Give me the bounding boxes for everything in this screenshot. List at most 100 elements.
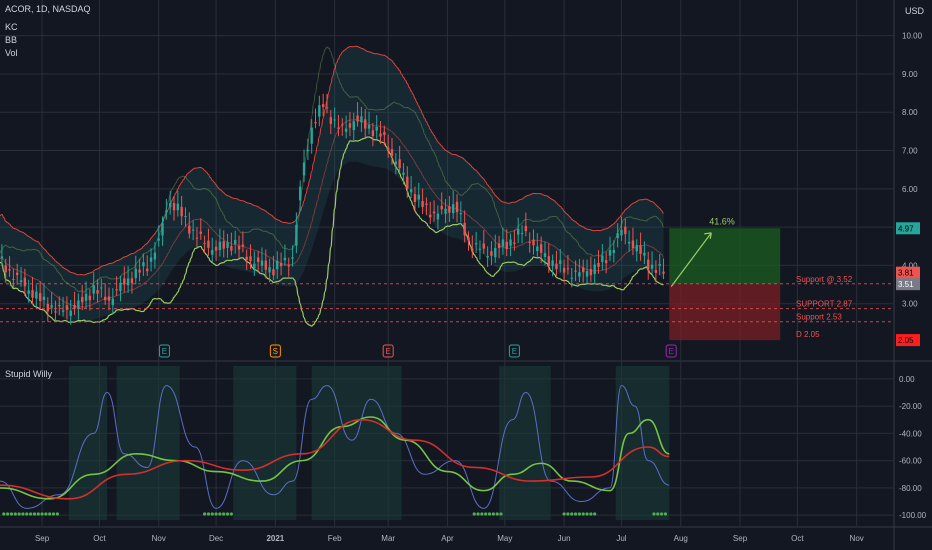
candle-body xyxy=(394,161,398,165)
osc-dot xyxy=(55,512,59,516)
candle-body xyxy=(616,233,619,239)
candle-body xyxy=(260,260,264,266)
candle-body xyxy=(543,253,547,257)
candle-body xyxy=(58,305,61,307)
candle-body xyxy=(344,128,348,132)
indicator-label-kc[interactable]: KC xyxy=(5,22,18,32)
candle-body xyxy=(126,278,130,286)
candle-body xyxy=(149,257,153,262)
candle-body xyxy=(413,194,417,202)
osc-dot xyxy=(577,512,581,516)
indicator-label-bb[interactable]: BB xyxy=(5,35,18,45)
candle-body xyxy=(46,303,50,312)
candle-body xyxy=(471,248,474,252)
x-tick-label: Sep xyxy=(35,534,50,543)
candle-body xyxy=(161,223,164,236)
osc-dot xyxy=(32,512,37,516)
osc-dot xyxy=(206,512,211,516)
event-marker-letter: E xyxy=(669,347,674,356)
osc-y-tick-label: -40.00 xyxy=(899,429,922,438)
candle-body xyxy=(539,244,543,253)
osc-shade-zone xyxy=(68,366,108,520)
candle-body xyxy=(77,300,80,310)
candle-body xyxy=(314,122,317,124)
candle-body xyxy=(486,255,489,258)
candle-body xyxy=(643,252,646,256)
candle-body xyxy=(142,262,145,267)
candle-body xyxy=(647,259,650,270)
osc-dot xyxy=(17,512,21,516)
candle-body xyxy=(84,293,88,301)
candle-body xyxy=(425,203,428,205)
candle-body xyxy=(654,270,658,273)
osc-y-tick-label: -100.00 xyxy=(899,511,927,520)
candle-body xyxy=(234,239,237,244)
candle-body xyxy=(386,147,390,152)
candle-body xyxy=(291,257,294,259)
candle-body xyxy=(505,241,508,249)
candle-body xyxy=(241,244,245,247)
support-label: Support @ 3.52 xyxy=(796,275,853,284)
candle-body xyxy=(65,305,69,310)
candle-body xyxy=(551,260,554,267)
candle-body xyxy=(417,194,420,200)
candle-body xyxy=(176,203,180,211)
candle-body xyxy=(237,246,241,250)
oscillator-title[interactable]: Stupid Willy xyxy=(5,369,53,379)
osc-dot xyxy=(484,512,488,516)
candle-body xyxy=(463,222,466,236)
candle-body xyxy=(348,123,352,128)
candle-body xyxy=(54,311,57,313)
x-tick-label: Aug xyxy=(674,534,688,543)
position-profit-zone xyxy=(669,228,781,285)
price-badge xyxy=(896,278,920,291)
osc-dot xyxy=(476,512,480,516)
x-tick-label: Sep xyxy=(733,534,748,543)
candle-body xyxy=(589,269,593,276)
candle-body xyxy=(0,256,4,259)
osc-y-tick-label: -20.00 xyxy=(899,402,922,411)
event-marker xyxy=(158,344,170,358)
osc-y-tick-label: 0.00 xyxy=(899,375,915,384)
candle-body xyxy=(138,269,141,273)
candle-body xyxy=(490,251,493,256)
candle-body xyxy=(371,130,375,137)
candle-body xyxy=(333,119,336,121)
indicator-label-vol[interactable]: Vol xyxy=(5,48,18,58)
event-marker xyxy=(508,344,520,358)
candle-body xyxy=(27,290,30,294)
event-marker-letter: E xyxy=(386,347,391,356)
osc-dot xyxy=(203,512,207,516)
keltner-upper-line xyxy=(0,45,664,276)
osc-dot xyxy=(218,512,222,516)
x-tick-label: Nov xyxy=(152,534,166,543)
candle-body xyxy=(19,280,23,283)
candle-body xyxy=(409,189,413,193)
candle-body xyxy=(455,201,459,213)
candle-body xyxy=(96,290,99,294)
osc-dot xyxy=(491,512,495,516)
currency-label[interactable]: USD xyxy=(904,6,924,16)
position-loss-zone xyxy=(669,284,781,341)
candle-body xyxy=(287,264,290,267)
y-tick-label: 7.00 xyxy=(902,147,918,156)
symbol-title[interactable]: ACOR, 1D, NASDAQ xyxy=(5,4,91,14)
candle-body xyxy=(432,211,436,214)
candle-body xyxy=(360,116,363,123)
x-tick-label: Feb xyxy=(328,534,342,543)
candle-body xyxy=(528,242,531,244)
candle-body xyxy=(562,267,566,273)
bollinger-upper-line xyxy=(0,46,664,293)
x-tick-label: Dec xyxy=(209,534,223,543)
candle-body xyxy=(23,277,27,287)
x-tick-label: Mar xyxy=(381,534,395,543)
candle-body xyxy=(180,206,183,217)
keltner-fill xyxy=(0,46,664,323)
candle-body xyxy=(608,250,612,256)
y-tick-label: 6.00 xyxy=(902,185,918,194)
candle-body xyxy=(283,257,287,261)
osc-dot xyxy=(573,512,578,516)
osc-series-line xyxy=(0,385,670,509)
osc-dot xyxy=(225,512,230,516)
